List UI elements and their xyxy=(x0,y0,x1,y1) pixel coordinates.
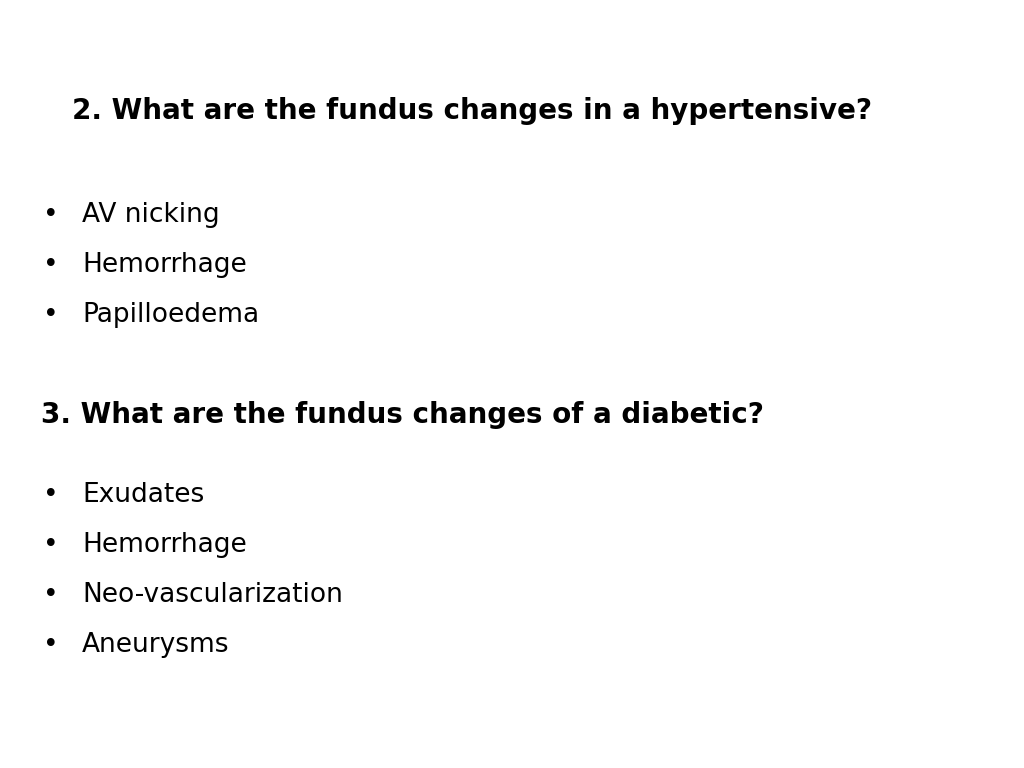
Text: •: • xyxy=(43,582,59,608)
Text: •: • xyxy=(43,532,59,558)
Text: Hemorrhage: Hemorrhage xyxy=(82,532,247,558)
Text: Aneurysms: Aneurysms xyxy=(82,632,229,658)
Text: 3. What are the fundus changes of a diabetic?: 3. What are the fundus changes of a diab… xyxy=(41,401,764,429)
Text: •: • xyxy=(43,252,59,278)
Text: 2. What are the fundus changes in a hypertensive?: 2. What are the fundus changes in a hype… xyxy=(72,98,871,125)
Text: •: • xyxy=(43,482,59,508)
Text: Exudates: Exudates xyxy=(82,482,204,508)
Text: Hemorrhage: Hemorrhage xyxy=(82,252,247,278)
Text: •: • xyxy=(43,302,59,328)
Text: •: • xyxy=(43,632,59,658)
Text: •: • xyxy=(43,202,59,228)
Text: Neo-vascularization: Neo-vascularization xyxy=(82,582,343,608)
Text: Papilloedema: Papilloedema xyxy=(82,302,259,328)
Text: AV nicking: AV nicking xyxy=(82,202,219,228)
